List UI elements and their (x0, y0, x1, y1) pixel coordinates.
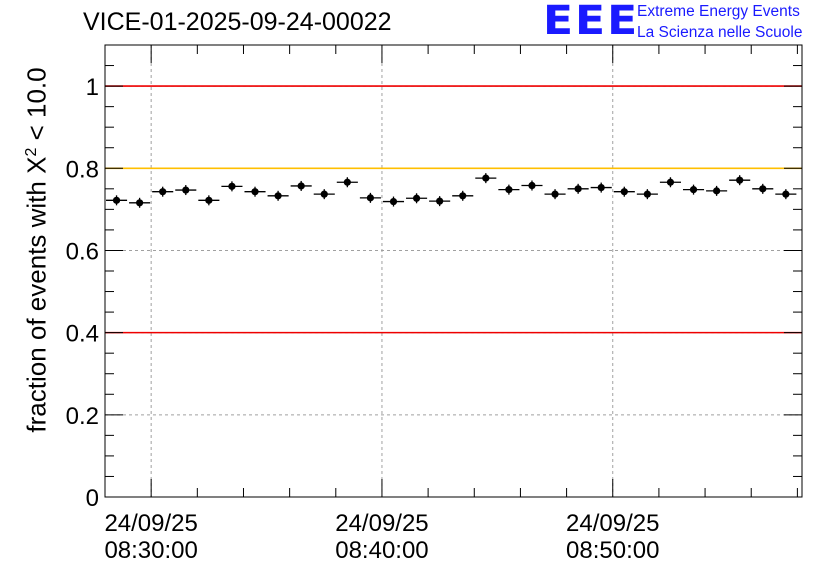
x-tick-labels: 24/09/2508:30:0024/09/2508:40:0024/09/25… (104, 510, 659, 564)
y-tick-label: 0.8 (66, 156, 99, 183)
data-point (482, 174, 490, 182)
x-tick-label-time: 08:30:00 (104, 537, 197, 564)
chart-title: VICE-01-2025-09-24-00022 (83, 8, 392, 36)
y-tick-label: 0 (86, 485, 99, 512)
data-point (782, 190, 790, 198)
x-tick-label-date: 24/09/25 (104, 510, 197, 537)
data-point (159, 188, 167, 196)
data-point (251, 188, 259, 196)
data-point (689, 186, 698, 194)
reference-lines (105, 85, 802, 334)
data-point (112, 196, 121, 204)
axis-ticks (104, 44, 802, 498)
data-point (459, 192, 467, 200)
data-point (759, 185, 767, 193)
y-axis-label-suffix: < 10.0 (21, 67, 52, 148)
data-point (574, 185, 582, 193)
data-point (343, 178, 351, 186)
y-axis-label-prefix: fraction of events with X (21, 156, 52, 433)
data-point (597, 183, 605, 192)
data-point (412, 194, 421, 202)
data-point (713, 187, 721, 195)
data-point (436, 197, 444, 205)
x-tick-label-date: 24/09/25 (335, 510, 428, 537)
data-point (320, 190, 328, 198)
plot-frame (104, 44, 803, 498)
data-point (666, 178, 675, 186)
y-tick-labels: 0 0.2 0.4 0.6 0.8 1 (66, 74, 99, 512)
data-point (620, 188, 628, 196)
y-axis-label-sup: 2 (22, 147, 40, 157)
eee-logo: EEE (543, 0, 640, 45)
data-point (366, 194, 375, 202)
data-points (106, 173, 797, 208)
data-point (274, 192, 282, 200)
grid-lines (105, 45, 802, 497)
data-point (528, 181, 536, 190)
data-point (297, 182, 305, 190)
data-point (505, 186, 513, 194)
y-tick-label: 1 (86, 74, 99, 101)
x-tick-label-time: 08:40:00 (335, 537, 428, 564)
y-tick-label: 0.4 (66, 321, 99, 348)
data-point (182, 186, 190, 194)
logo-line-1: Extreme Energy Events (637, 3, 800, 20)
y-tick-label: 0.6 (66, 238, 99, 265)
y-axis-label: fraction of events with X2 < 10.0 (22, 67, 53, 432)
data-point (205, 196, 213, 204)
data-point (136, 199, 144, 207)
data-point (389, 197, 398, 206)
x-tick-label-time: 08:50:00 (566, 537, 659, 564)
data-point (736, 176, 744, 184)
y-tick-label: 0.2 (66, 403, 99, 430)
data-point (643, 190, 651, 198)
data-point (228, 182, 236, 190)
x-tick-label-date: 24/09/25 (566, 510, 659, 537)
data-point (551, 190, 559, 198)
logo-line-2: La Scienza nelle Scuole (637, 24, 803, 41)
